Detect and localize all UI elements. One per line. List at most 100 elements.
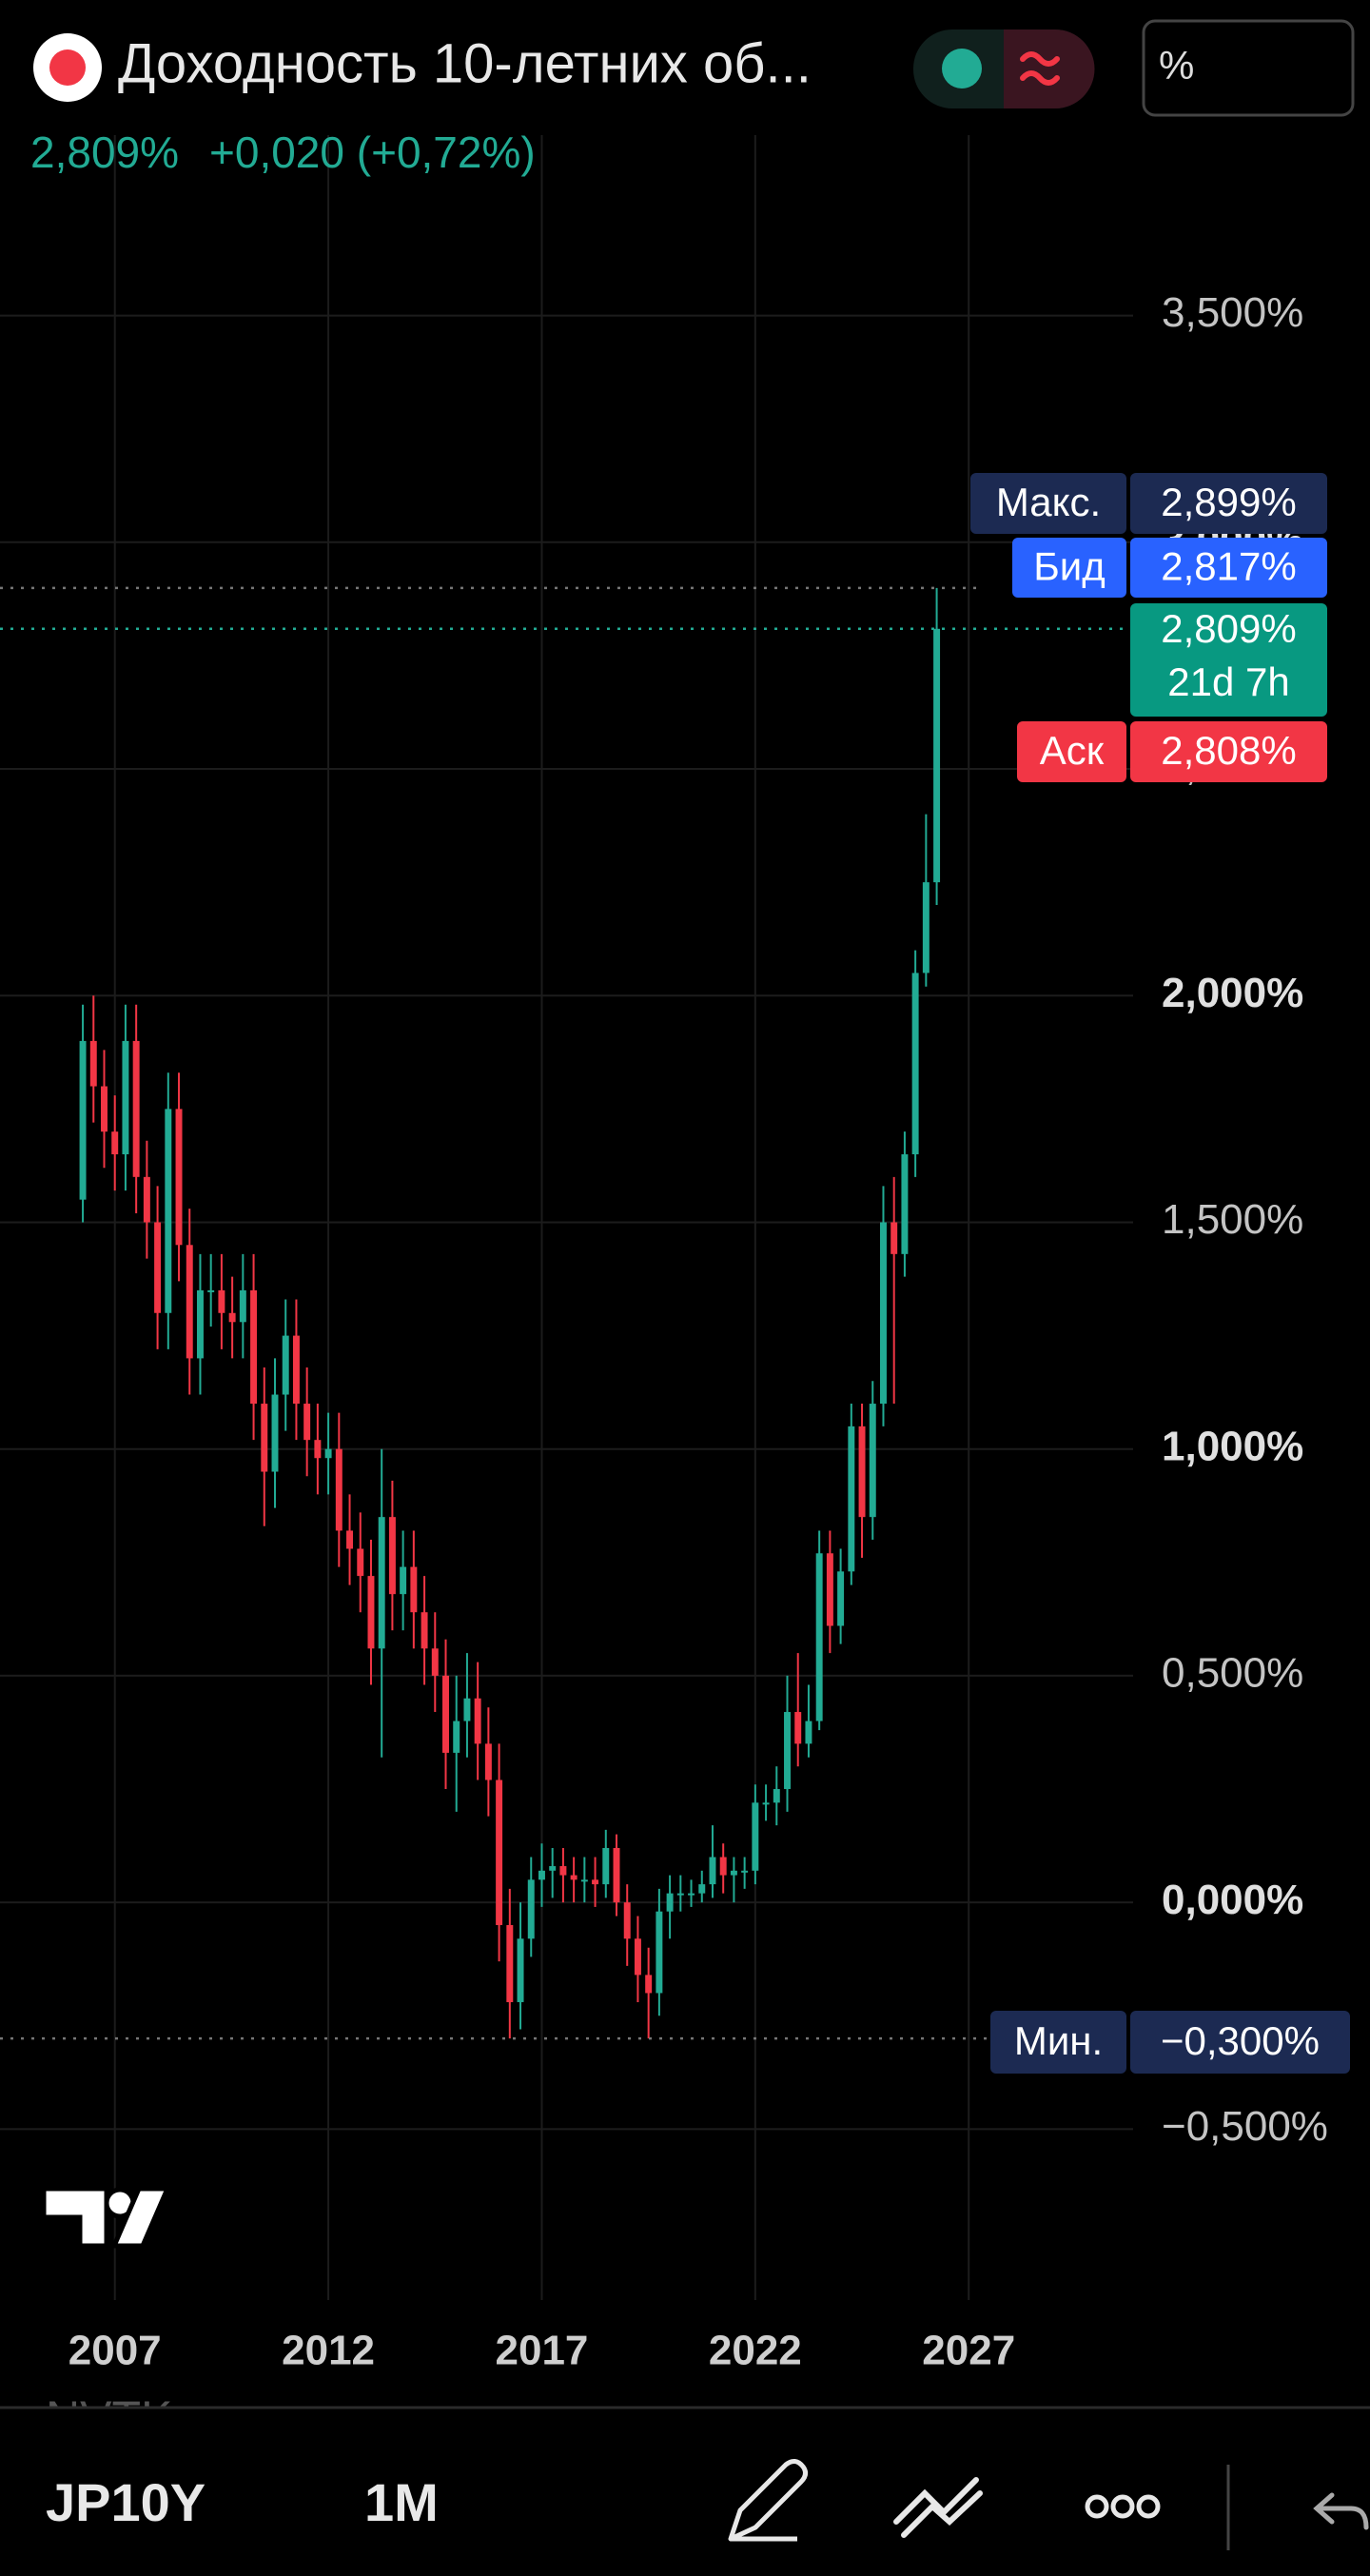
- candle-body: [453, 1721, 460, 1753]
- candle-body: [623, 1902, 631, 1939]
- candle-body: [784, 1712, 791, 1790]
- candle-body: [271, 1394, 279, 1472]
- candle-body: [666, 1893, 674, 1912]
- candle-body: [688, 1893, 695, 1896]
- candle-body: [292, 1335, 300, 1405]
- candle-body: [773, 1789, 780, 1803]
- candle-body: [592, 1879, 599, 1885]
- candle-body: [869, 1404, 876, 1518]
- x-tick-label: 2022: [709, 2328, 802, 2374]
- candle-body: [879, 1222, 887, 1405]
- price-badge-name: [1017, 721, 1126, 782]
- candle-body: [517, 1938, 524, 2002]
- candle-body: [388, 1517, 396, 1595]
- candle-body: [848, 1426, 855, 1572]
- candle-body: [837, 1571, 845, 1626]
- candle-body: [890, 1222, 898, 1254]
- candle-body: [89, 1040, 97, 1087]
- price-badge-label: 2,808%: [1161, 728, 1296, 773]
- market-open-dot: [942, 49, 982, 88]
- y-tick-label: 1,500%: [1162, 1196, 1303, 1243]
- price-badge: [1130, 538, 1327, 598]
- candle-body: [196, 1289, 204, 1359]
- symbol-button[interactable]: JP10Y: [46, 2472, 206, 2532]
- candle-body: [580, 1879, 588, 1882]
- price-badge-label: −0,300%: [1161, 2018, 1320, 2063]
- candle-body: [335, 1448, 342, 1531]
- candle-body: [431, 1648, 439, 1676]
- indicators-button[interactable]: [893, 2477, 983, 2538]
- candle-body: [346, 1530, 354, 1549]
- candle-body: [911, 973, 919, 1155]
- price-badge: [1130, 473, 1327, 534]
- price-badge-name: [970, 473, 1126, 534]
- price-badge: [1130, 721, 1327, 782]
- price-badge-label: 2,899%: [1161, 480, 1296, 524]
- candle-body: [805, 1721, 812, 1744]
- unit-button[interactable]: [1142, 19, 1355, 117]
- price-badge: [1130, 2011, 1350, 2074]
- candle-body: [132, 1040, 140, 1177]
- candle-body: [794, 1712, 802, 1744]
- candle-body: [228, 1312, 236, 1323]
- candle-body: [303, 1404, 311, 1441]
- candle-body: [676, 1893, 684, 1896]
- candle-body: [367, 1576, 375, 1649]
- candle-body: [421, 1612, 428, 1649]
- price-badge-name-label: Бид: [1033, 544, 1106, 589]
- y-tick-label: −0,500%: [1162, 2103, 1328, 2150]
- delay-icon: [1020, 51, 1060, 86]
- candle-body: [101, 1086, 108, 1132]
- y-tick-label: 1,000%: [1162, 1423, 1303, 1469]
- candle-body: [762, 1802, 770, 1805]
- candle-body: [154, 1222, 162, 1313]
- candle-body: [463, 1698, 471, 1721]
- more-button[interactable]: [1085, 2494, 1161, 2519]
- y-tick-label: 0,000%: [1162, 1877, 1303, 1923]
- last-price: 2,809%: [30, 128, 179, 177]
- y-tick-label: 0,500%: [1162, 1650, 1303, 1697]
- draw-button[interactable]: [728, 2459, 809, 2542]
- candle-body: [122, 1040, 129, 1155]
- price-badge-name-label: Мин.: [1014, 2018, 1103, 2063]
- y-tick-label: 3,500%: [1162, 289, 1303, 336]
- candle-body: [496, 1780, 503, 1925]
- candle-body: [378, 1517, 385, 1649]
- candle-body: [218, 1289, 225, 1313]
- candle-body: [901, 1154, 909, 1254]
- candle-body: [527, 1879, 535, 1939]
- symbol-title[interactable]: Доходность 10-летних об...: [118, 32, 812, 94]
- candle-body: [656, 1911, 663, 1994]
- bar-countdown: 21d 7h: [1167, 659, 1289, 704]
- candle-body: [559, 1866, 567, 1876]
- candle-body: [165, 1109, 172, 1313]
- price-badges: Макс. 2,899% Бид 2,817% 2,809% 21d 7h Аск 2,808…: [970, 473, 1350, 2074]
- price-badge-name-label: Аск: [1040, 728, 1105, 773]
- y-tick-label: 2,000%: [1162, 970, 1303, 1016]
- candle-body: [314, 1440, 322, 1459]
- price-badge-label: 2,817%: [1161, 544, 1296, 589]
- candle-body: [410, 1566, 418, 1613]
- candle-body: [645, 1975, 653, 1994]
- candle-body: [250, 1289, 258, 1405]
- candle-body: [570, 1875, 577, 1880]
- x-tick-label: 2027: [922, 2328, 1015, 2374]
- candle-body: [698, 1884, 706, 1894]
- candle-body: [752, 1802, 759, 1871]
- price-change: +0,020 (+0,72%): [209, 128, 536, 177]
- candle-body: [741, 1870, 749, 1873]
- interval-button[interactable]: 1M: [364, 2472, 439, 2532]
- candle-body: [324, 1448, 332, 1459]
- candle-body: [282, 1335, 289, 1395]
- x-tick-label: 2017: [496, 2328, 589, 2374]
- candle-body: [442, 1675, 449, 1753]
- candle-body: [239, 1289, 246, 1323]
- candle-body: [400, 1566, 407, 1595]
- undo-button[interactable]: [1313, 2492, 1369, 2530]
- candle-body: [719, 1857, 727, 1876]
- unit-button-label[interactable]: %: [1159, 43, 1194, 88]
- candle-body: [143, 1176, 150, 1223]
